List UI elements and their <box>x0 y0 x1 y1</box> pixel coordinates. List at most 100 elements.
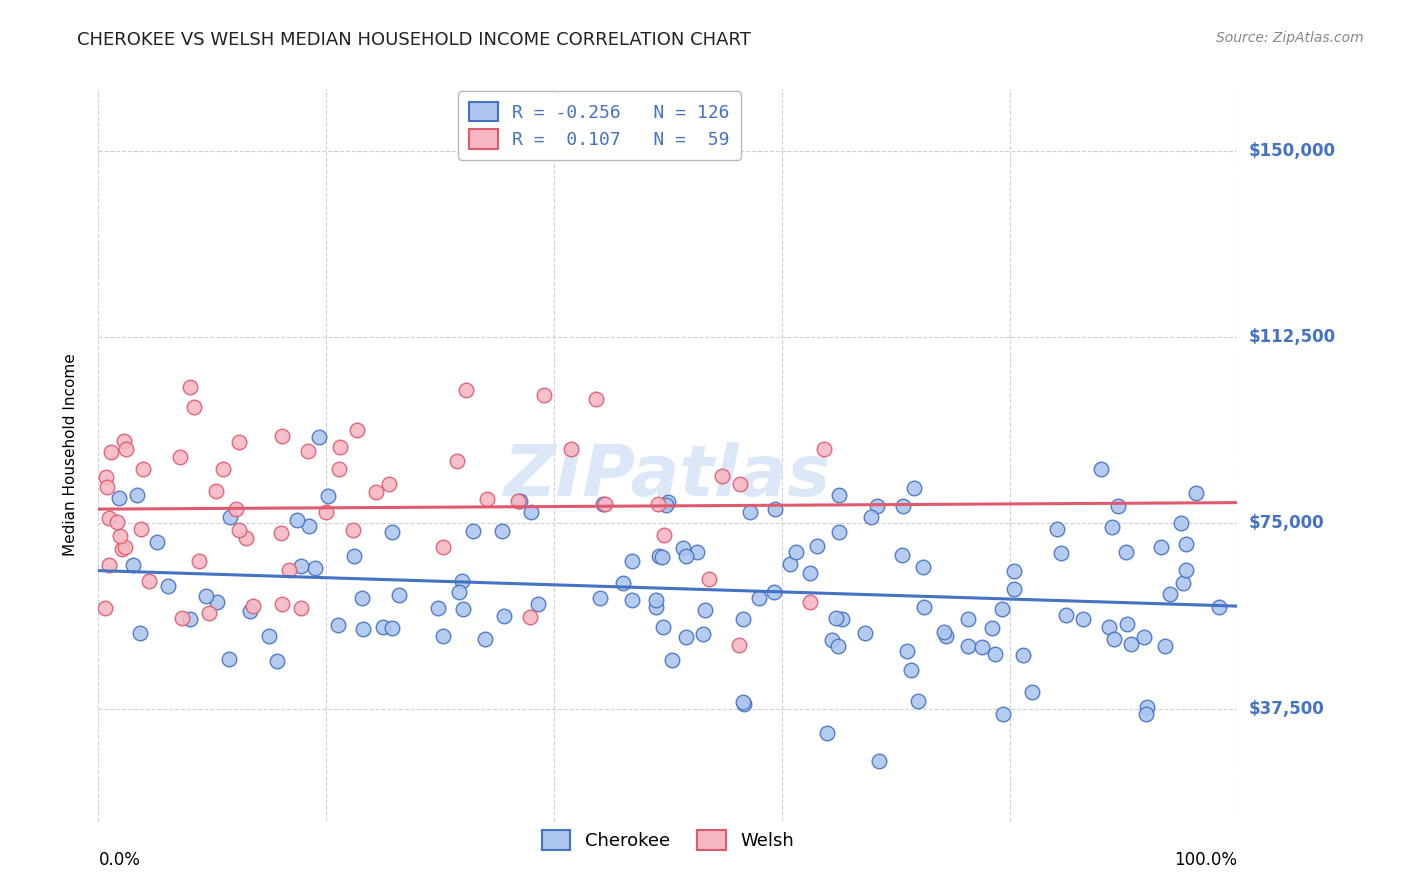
Point <box>266 655 288 669</box>
Point <box>239 604 262 618</box>
Point <box>387 588 409 602</box>
Point <box>93 601 115 615</box>
Point <box>1115 545 1137 559</box>
Point <box>661 653 683 667</box>
Point <box>1154 639 1177 653</box>
Point <box>1021 685 1043 699</box>
Text: $75,000: $75,000 <box>1249 514 1324 533</box>
Point <box>956 639 979 653</box>
Point <box>1104 632 1126 646</box>
Point <box>121 558 143 572</box>
Point <box>1098 619 1121 633</box>
Point <box>589 591 612 606</box>
Point <box>1002 564 1025 578</box>
Point <box>866 499 889 513</box>
Point <box>693 603 716 617</box>
Point <box>806 539 828 553</box>
Point <box>169 450 191 465</box>
Point <box>259 629 281 643</box>
Point <box>297 519 319 533</box>
Point <box>620 554 643 568</box>
Point <box>934 625 956 640</box>
Point <box>381 621 404 635</box>
Point <box>828 488 851 502</box>
Point <box>621 592 644 607</box>
Point <box>128 626 150 640</box>
Point <box>827 640 849 654</box>
Point <box>1107 500 1129 514</box>
Point <box>711 468 734 483</box>
Point <box>352 622 374 636</box>
Point <box>179 612 201 626</box>
Point <box>592 497 614 511</box>
Point <box>821 633 844 648</box>
Point <box>560 442 582 457</box>
Point <box>671 541 693 555</box>
Point <box>692 626 714 640</box>
Point <box>98 511 121 525</box>
Point <box>364 485 387 500</box>
Point <box>451 602 474 616</box>
Point <box>1101 520 1123 534</box>
Point <box>1175 563 1198 577</box>
Point <box>1002 582 1025 596</box>
Point <box>304 561 326 575</box>
Point <box>278 563 301 577</box>
Point <box>228 523 250 537</box>
Point <box>1071 611 1094 625</box>
Point <box>290 559 312 574</box>
Point <box>108 491 131 505</box>
Point <box>228 434 250 449</box>
Point <box>860 509 883 524</box>
Point <box>799 566 821 580</box>
Point <box>645 599 668 614</box>
Point <box>129 522 152 536</box>
Point <box>612 576 634 591</box>
Point <box>896 644 918 658</box>
Point <box>373 620 395 634</box>
Text: $112,500: $112,500 <box>1249 328 1336 346</box>
Point <box>647 549 669 563</box>
Point <box>893 499 915 513</box>
Point <box>527 597 550 611</box>
Point <box>779 558 801 572</box>
Point <box>699 572 721 586</box>
Point <box>138 574 160 588</box>
Point <box>111 542 134 557</box>
Point <box>100 444 122 458</box>
Point <box>114 442 136 456</box>
Point <box>1115 617 1137 632</box>
Point <box>647 497 669 511</box>
Point <box>446 454 468 468</box>
Point <box>198 606 221 620</box>
Point <box>593 497 616 511</box>
Point <box>991 707 1014 722</box>
Point <box>815 726 838 740</box>
Point <box>651 550 673 565</box>
Point <box>170 611 193 625</box>
Point <box>343 549 366 564</box>
Point <box>1136 700 1159 714</box>
Point <box>329 440 352 454</box>
Text: $37,500: $37,500 <box>1249 700 1324 718</box>
Point <box>733 612 755 626</box>
Point <box>97 558 120 573</box>
Point <box>655 499 678 513</box>
Point <box>907 693 929 707</box>
Point <box>657 495 679 509</box>
Point <box>853 625 876 640</box>
Point <box>212 462 235 476</box>
Point <box>156 579 179 593</box>
Point <box>491 524 513 538</box>
Point <box>728 477 751 491</box>
Point <box>1054 608 1077 623</box>
Y-axis label: Median Household Income: Median Household Income <box>63 353 77 557</box>
Point <box>785 545 807 559</box>
Point <box>828 525 851 540</box>
Point <box>825 611 848 625</box>
Point <box>903 481 925 495</box>
Point <box>1170 516 1192 530</box>
Point <box>318 490 340 504</box>
Point <box>733 695 755 709</box>
Point <box>813 442 835 456</box>
